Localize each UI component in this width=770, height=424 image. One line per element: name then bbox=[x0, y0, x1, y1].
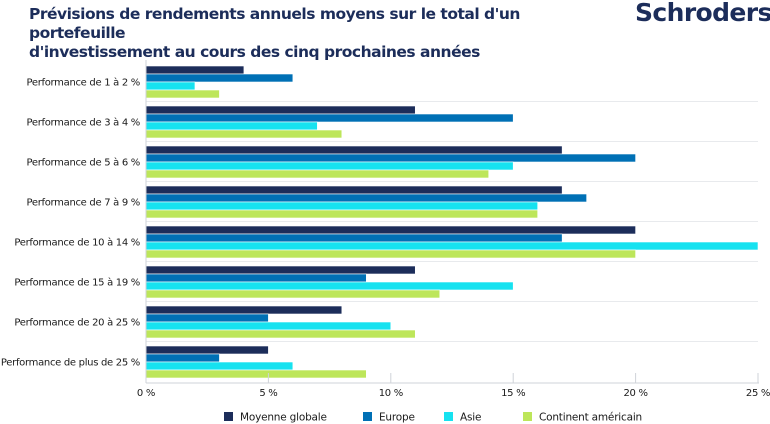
bar-moyenne-globale bbox=[145, 105, 416, 115]
legend-item: Europe bbox=[363, 412, 415, 424]
bar-continent-am-ricain bbox=[145, 289, 441, 299]
chart-title-line-1: Prévisions de rendements annuels moyens … bbox=[29, 5, 520, 42]
category-label: Performance de 15 à 19 % bbox=[14, 277, 140, 289]
bar-continent-am-ricain bbox=[145, 369, 367, 379]
category-label: Performance de plus de 25 % bbox=[1, 358, 140, 369]
category-labels: Performance de 1 à 2 % Performance de 3 à… bbox=[1, 77, 140, 369]
x-tick-label: 10 % bbox=[379, 388, 403, 399]
bars bbox=[145, 65, 759, 379]
chart-title: Prévisions de rendements annuels moyens … bbox=[29, 5, 589, 62]
legend-label: Europe bbox=[379, 412, 415, 424]
category-label: Performance de 20 à 25 % bbox=[14, 317, 140, 329]
legend-swatch bbox=[444, 412, 453, 421]
legend: Moyenne globale Europe Asie Continent améri… bbox=[224, 412, 642, 424]
bar-asie bbox=[145, 321, 392, 331]
legend-label: Continent américain bbox=[539, 412, 642, 424]
bar-moyenne-globale bbox=[145, 145, 563, 155]
bar-europe bbox=[145, 193, 587, 203]
bar-moyenne-globale bbox=[145, 305, 343, 315]
bar-continent-am-ricain bbox=[145, 329, 416, 339]
legend-item: Moyenne globale bbox=[224, 412, 327, 424]
x-tick-label: 20 % bbox=[623, 388, 647, 399]
category-label: Performance de 5 à 6 % bbox=[26, 157, 140, 169]
bar-asie bbox=[145, 361, 294, 371]
bar-asie bbox=[145, 281, 514, 291]
bar-continent-am-ricain bbox=[145, 249, 636, 259]
legend-swatch bbox=[363, 412, 372, 421]
bar-continent-am-ricain bbox=[145, 89, 220, 99]
group-separators bbox=[146, 101, 758, 342]
x-axis: 0 % 5 % 10 % 15 % 20 % 25 % bbox=[137, 60, 770, 399]
legend-swatch bbox=[224, 412, 233, 421]
bar-moyenne-globale bbox=[145, 225, 636, 235]
chart-title-line-2: d'investissement au cours des cinq proch… bbox=[29, 43, 480, 61]
bar-europe bbox=[145, 113, 514, 123]
bar-europe bbox=[145, 153, 636, 163]
bar-moyenne-globale bbox=[145, 185, 563, 195]
category-label: Performance de 3 à 4 % bbox=[26, 117, 140, 129]
x-tick-label: 25 % bbox=[746, 388, 770, 399]
bar-continent-am-ricain bbox=[145, 209, 538, 219]
category-label: Performance de 1 à 2 % bbox=[26, 77, 140, 89]
category-label: Performance de 10 à 14 % bbox=[14, 237, 140, 249]
bar-europe bbox=[145, 273, 367, 283]
legend-label: Asie bbox=[460, 412, 481, 424]
bar-europe bbox=[145, 233, 563, 243]
x-tick-label: 5 % bbox=[259, 388, 277, 399]
x-tick-label: 0 % bbox=[137, 388, 155, 399]
bar-continent-am-ricain bbox=[145, 169, 490, 179]
bar-moyenne-globale bbox=[145, 345, 269, 355]
bar-europe bbox=[145, 353, 220, 363]
bar-asie bbox=[145, 121, 318, 131]
legend-swatch bbox=[523, 412, 532, 421]
legend-label: Moyenne globale bbox=[240, 412, 327, 424]
legend-item: Asie bbox=[444, 412, 481, 424]
x-tick-label: 15 % bbox=[501, 388, 525, 399]
bar-continent-am-ricain bbox=[145, 129, 343, 139]
bar-moyenne-globale bbox=[145, 265, 416, 275]
category-label: Performance de 7 à 9 % bbox=[26, 197, 140, 209]
bar-asie bbox=[145, 161, 514, 171]
legend-item: Continent américain bbox=[523, 412, 642, 424]
bar-europe bbox=[145, 73, 294, 83]
schroders-logo: Schroders bbox=[635, 0, 770, 27]
bar-asie bbox=[145, 201, 538, 211]
bar-asie bbox=[145, 81, 196, 91]
bar-moyenne-globale bbox=[145, 65, 245, 75]
bar-europe bbox=[145, 313, 269, 323]
bar-asie bbox=[145, 241, 759, 251]
